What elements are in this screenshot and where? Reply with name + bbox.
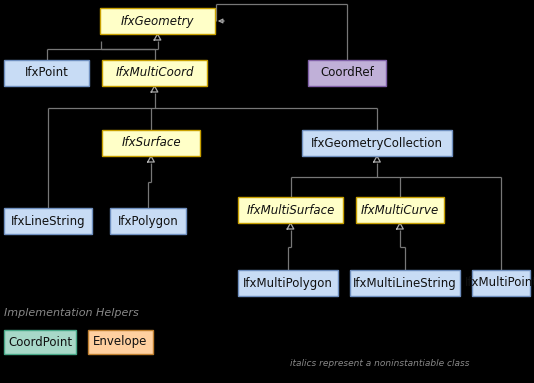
Text: Envelope: Envelope [93, 336, 148, 349]
Text: IfxMultiPoint: IfxMultiPoint [465, 277, 534, 290]
FancyBboxPatch shape [238, 270, 338, 296]
FancyBboxPatch shape [102, 60, 207, 86]
Text: IfxPoint: IfxPoint [25, 67, 68, 80]
Text: CoordRef: CoordRef [320, 67, 374, 80]
FancyBboxPatch shape [4, 208, 92, 234]
Text: italics represent a noninstantiable class: italics represent a noninstantiable clas… [290, 359, 469, 368]
Text: IfxGeometry: IfxGeometry [121, 15, 194, 28]
FancyBboxPatch shape [110, 208, 186, 234]
Text: IfxSurface: IfxSurface [121, 136, 181, 149]
FancyBboxPatch shape [88, 330, 153, 354]
FancyBboxPatch shape [350, 270, 460, 296]
FancyBboxPatch shape [308, 60, 386, 86]
Text: Implementation Helpers: Implementation Helpers [4, 308, 139, 318]
FancyBboxPatch shape [302, 130, 452, 156]
FancyBboxPatch shape [102, 130, 200, 156]
Text: IfxMultiCoord: IfxMultiCoord [115, 67, 194, 80]
FancyBboxPatch shape [238, 197, 343, 223]
Text: IfxGeometryCollection: IfxGeometryCollection [311, 136, 443, 149]
FancyBboxPatch shape [100, 8, 215, 34]
FancyBboxPatch shape [472, 270, 530, 296]
Text: IfxLineString: IfxLineString [11, 214, 85, 228]
FancyBboxPatch shape [356, 197, 444, 223]
FancyBboxPatch shape [4, 60, 89, 86]
Text: IfxMultiCurve: IfxMultiCurve [361, 203, 439, 216]
Text: IfxMultiSurface: IfxMultiSurface [246, 203, 335, 216]
Text: IfxMultiPolygon: IfxMultiPolygon [243, 277, 333, 290]
Text: CoordPoint: CoordPoint [8, 336, 72, 349]
Text: IfxPolygon: IfxPolygon [117, 214, 178, 228]
Text: IfxMultiLineString: IfxMultiLineString [353, 277, 457, 290]
FancyBboxPatch shape [4, 330, 76, 354]
